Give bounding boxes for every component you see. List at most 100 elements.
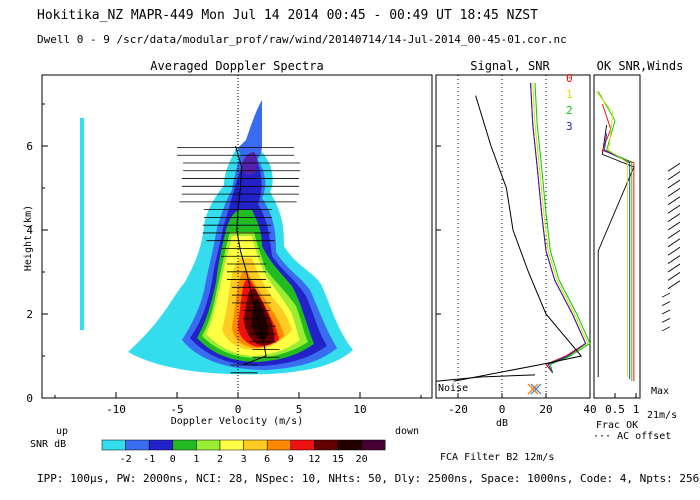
snr-legend-tick: 6 — [264, 454, 270, 465]
radar-parameters: IPP: 100μs, PW: 2000ns, NCI: 28, NSpec: … — [37, 472, 700, 485]
snr-contour-10 — [252, 298, 269, 340]
snr-legend-tick: 1 — [193, 454, 199, 465]
frac-x-label: Frac OK — [596, 420, 638, 431]
snr-legend-tick: 3 — [241, 454, 247, 465]
frac-x-tick-label: 1 — [633, 403, 640, 416]
signal-x-tick-label: -20 — [448, 403, 468, 416]
snr-legend-tick: 15 — [332, 454, 344, 465]
snr-legend-tick: 2 — [217, 454, 223, 465]
page-title: Hokitika_NZ MAPR-449 Mon Jul 14 2014 00:… — [37, 8, 538, 23]
wind-barb — [667, 255, 681, 264]
max-wind-value: 21m/s — [647, 410, 677, 421]
snr-legend-swatch — [172, 439, 197, 451]
signal-series-signal — [453, 95, 583, 382]
marker-x-blue — [530, 383, 542, 395]
y-axis-label: Height (km) — [23, 205, 34, 271]
snr-legend-swatch — [243, 439, 268, 451]
ac-offset-label: ··· AC offset — [593, 431, 671, 442]
x-tick-label: 5 — [296, 403, 303, 416]
noise-line — [435, 374, 536, 382]
snr-legend-swatch — [125, 439, 150, 451]
wind-barb — [667, 171, 681, 180]
signal-title: Signal, SNR — [470, 59, 550, 73]
signal-x-label: dB — [496, 418, 508, 429]
snr-legend-swatch — [196, 439, 221, 451]
signal-legend-1: 1 — [566, 88, 573, 101]
spectra-frame — [41, 74, 433, 399]
frac-ok-line-2 — [597, 91, 633, 382]
snr-legend-swatch — [219, 439, 244, 451]
wind-barb — [667, 188, 681, 197]
fca-filter-label: FCA Filter B2 12m/s — [440, 452, 554, 463]
signal-legend-0: 0 — [566, 72, 573, 85]
wind-barb — [667, 221, 681, 231]
signal-x-tick-label: 20 — [539, 403, 552, 416]
y-tick-label: 0 — [26, 392, 33, 405]
x-tick-label: 0 — [235, 403, 242, 416]
wind-barb — [661, 309, 671, 315]
max-label: Max — [651, 386, 669, 397]
snr-legend-swatch — [314, 439, 339, 451]
up-label: up — [56, 426, 68, 437]
wind-barb — [667, 162, 681, 172]
snr-legend-swatch — [266, 439, 292, 451]
frac-x-tick-label: 0.5 — [605, 403, 625, 416]
signal-frame — [435, 74, 591, 399]
x-tick-label: -5 — [170, 403, 183, 416]
x-tick-label: -10 — [106, 403, 126, 416]
wind-barb — [667, 280, 681, 290]
wind-barb — [667, 213, 681, 222]
wind-barb — [667, 179, 681, 189]
y-tick-label: 6 — [26, 140, 33, 153]
dwell-path: Dwell 0 - 9 /scr/data/modular_prof/raw/w… — [37, 33, 567, 46]
wind-barb — [667, 204, 681, 214]
snr-legend-tick: 20 — [356, 454, 368, 465]
noise-label: Noise — [438, 383, 468, 394]
snr-contour-12 — [80, 118, 84, 330]
wind-barb — [661, 301, 671, 306]
marker-x-orange — [527, 383, 539, 395]
snr-legend-tick: -2 — [120, 454, 132, 465]
wind-barb — [667, 230, 681, 239]
frac-ok-line-0 — [597, 124, 635, 377]
signal-series-2 — [534, 82, 591, 373]
signal-series-0 — [530, 82, 587, 374]
wind-barb — [667, 196, 681, 206]
frac-ok-line-3 — [604, 133, 631, 380]
signal-legend-3: 3 — [566, 120, 573, 133]
y-tick-label: 4 — [26, 224, 33, 237]
snr-legend-swatch — [337, 439, 362, 451]
wind-barb — [667, 238, 681, 248]
snr-legend-label: SNR dB — [30, 439, 66, 450]
wind-barb — [667, 263, 681, 273]
y-tick-label: 2 — [26, 308, 33, 321]
signal-legend-2: 2 — [566, 104, 573, 117]
snr-legend-tick: 0 — [170, 454, 176, 465]
down-label: down — [395, 426, 419, 437]
wind-barb — [661, 318, 671, 323]
snr-legend-tick: -1 — [143, 454, 155, 465]
frac-ok-line-4 — [595, 91, 629, 377]
snr-legend-tick: 9 — [288, 454, 294, 465]
x-axis-label: Doppler Velocity (m/s) — [171, 416, 303, 427]
wind-barb — [667, 272, 681, 281]
snr-legend-tick: 12 — [308, 454, 320, 465]
wind-barb — [667, 246, 681, 256]
snr-legend-swatch — [148, 439, 174, 451]
snr-contour-11 — [238, 100, 262, 164]
frac-title: OK SNR,Winds — [597, 59, 684, 73]
signal-series-3 — [530, 82, 587, 374]
spectra-title: Averaged Doppler Spectra — [150, 59, 323, 73]
signal-x-tick-label: 0 — [499, 403, 506, 416]
x-tick-label: 10 — [353, 403, 366, 416]
snr-legend-swatch — [361, 439, 386, 451]
snr-legend-swatch — [101, 439, 126, 451]
wind-barb — [661, 292, 671, 298]
frac-frame — [593, 74, 641, 399]
snr-legend-swatch — [290, 439, 315, 451]
wind-barb — [661, 326, 671, 332]
signal-x-tick-label: 40 — [583, 403, 596, 416]
mean-velocity-line — [235, 145, 267, 365]
frac-ok-line-1 — [601, 103, 635, 382]
